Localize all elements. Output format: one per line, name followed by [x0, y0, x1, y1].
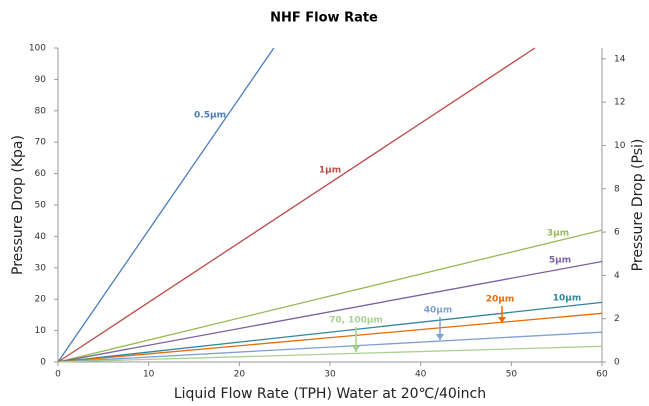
x-tick-label: 50: [506, 370, 518, 380]
y2-axis-label: Pressure Drop (Psi): [630, 139, 646, 272]
y-tick-label: 50: [35, 201, 47, 211]
x-tick-label: 40: [415, 370, 427, 380]
series-label: 70, 100μm: [329, 316, 383, 326]
y-tick-label: 90: [35, 75, 47, 85]
y2-tick-label: 8: [614, 184, 620, 194]
series-line: [57, 47, 275, 363]
y2-tick-label: 2: [614, 314, 620, 324]
series-line: [57, 260, 603, 363]
chart-title: NHF Flow Rate: [270, 11, 378, 26]
series-line: [57, 331, 603, 363]
series-label: 5μm: [549, 256, 571, 266]
x-tick-label: 0: [55, 370, 61, 380]
x-tick-label: 30: [324, 370, 336, 380]
series-label: 40μm: [424, 306, 453, 316]
arrow-head: [498, 317, 506, 323]
y-tick-label: 20: [35, 295, 47, 305]
y2-tick-label: 10: [614, 141, 626, 151]
y2-tick-label: 6: [614, 228, 620, 238]
series-label: 20μm: [486, 295, 515, 305]
y-tick-label: 30: [35, 263, 47, 273]
series-label: 0.5μm: [194, 111, 226, 121]
y-tick-label: 70: [35, 138, 47, 148]
x-tick-label: 10: [143, 370, 155, 380]
series-label: 3μm: [547, 229, 569, 239]
series-line: [57, 301, 603, 363]
x-tick-label: 60: [596, 370, 608, 380]
y2-tick-label: 14: [614, 54, 626, 64]
series-label: 1μm: [319, 166, 341, 176]
series-line: [57, 312, 603, 363]
y-axis-label: Pressure Drop (Kpa): [10, 135, 26, 275]
x-axis-label: Liquid Flow Rate (TPH) Water at 20℃/40in…: [174, 386, 486, 402]
y2-tick-label: 4: [614, 271, 620, 281]
y-tick-label: 10: [35, 326, 47, 336]
series-line: [57, 47, 536, 363]
arrow-head: [436, 334, 444, 340]
y-tick-label: 100: [29, 44, 46, 54]
arrow-head: [352, 346, 360, 352]
series-line: [57, 229, 603, 363]
y-tick-label: 0: [40, 358, 46, 368]
y2-tick-label: 12: [614, 98, 625, 108]
y2-tick-label: 0: [614, 358, 620, 368]
y-tick-label: 60: [35, 169, 47, 179]
y-tick-label: 80: [35, 106, 47, 116]
y-tick-label: 40: [35, 232, 47, 242]
series-label: 10μm: [553, 294, 582, 304]
series-line: [57, 345, 603, 363]
x-tick-label: 20: [234, 370, 246, 380]
